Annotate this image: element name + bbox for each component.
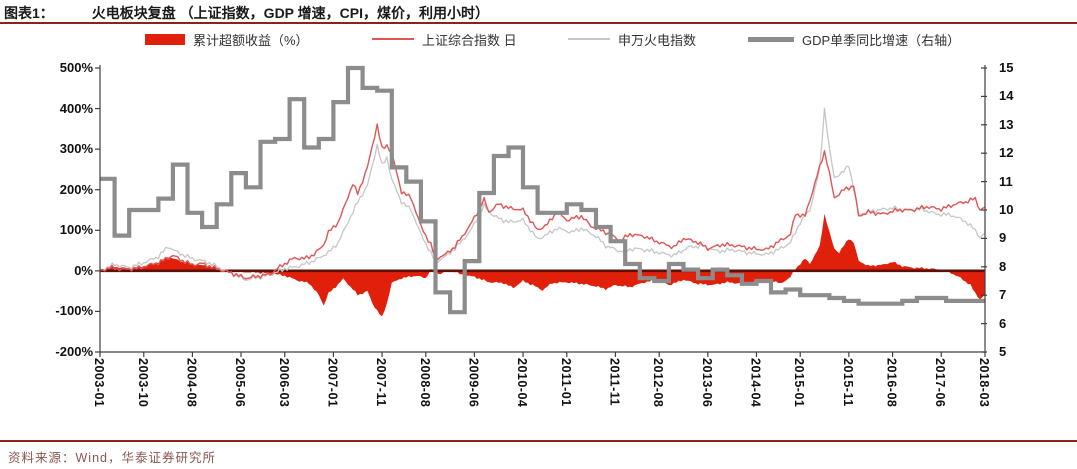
thermal-line-swatch-icon	[568, 38, 610, 40]
y-axis-label-right: 11	[999, 173, 1013, 189]
y-axis-label-right: 15	[999, 60, 1014, 75]
y-axis-label-right: 5	[999, 344, 1007, 359]
x-axis-label: 2008-08	[417, 358, 432, 408]
y-axis-label-left: -200%	[55, 344, 93, 359]
legend-label: 申万火电指数	[618, 32, 697, 48]
x-axis-label: 2003-10	[135, 358, 150, 408]
legend-item-thermal-index: 申万火电指数	[568, 30, 696, 48]
footer-rule	[0, 440, 1077, 442]
y-axis-label-left: 500%	[59, 60, 93, 75]
x-axis-label: 2016-08	[884, 358, 899, 408]
x-axis-label: 2005-06	[233, 358, 248, 408]
x-axis-label: 2004-08	[184, 358, 199, 408]
y-axis-label-left: 300%	[59, 141, 93, 157]
y-axis-label-left: 0%	[74, 262, 93, 278]
x-axis-label: 2011-11	[607, 358, 622, 406]
title-rule	[0, 22, 1077, 24]
gdp-line-swatch-icon	[748, 36, 794, 42]
y-axis-label-right: 8	[999, 258, 1007, 274]
x-axis-label: 2010-04	[515, 358, 530, 408]
sse-line-swatch-icon	[372, 38, 414, 40]
y-axis-label-left: 100%	[59, 222, 93, 238]
x-axis-label: 2017-06	[933, 358, 948, 408]
excess-return-swatch-icon	[145, 33, 185, 45]
x-axis-label: 2003-01	[92, 358, 106, 408]
y-axis-label-right: 7	[999, 287, 1007, 303]
chart-title: 火电板块复盘 （上证指数，GDP 增速，CPI，煤价，利用小时）	[91, 5, 489, 21]
x-axis-label: 2015-11	[840, 358, 855, 407]
figure-label: 图表1：	[4, 5, 54, 21]
y-axis-label-left: 200%	[59, 181, 93, 197]
x-axis-label: 2007-11	[374, 358, 389, 407]
source-note: 资料来源：Wind，华泰证券研究所	[8, 451, 216, 465]
figure-header: 图表1： 火电板块复盘 （上证指数，GDP 增速，CPI，煤价，利用小时）	[4, 3, 489, 23]
x-axis-label: 2011-01	[558, 358, 573, 407]
x-axis-label: 2018-03	[977, 358, 991, 408]
y-axis-label-right: 13	[999, 116, 1014, 132]
x-axis-label: 2014-04	[748, 358, 763, 408]
x-axis-label: 2015-01	[792, 358, 807, 408]
legend-label: 上证综合指数 日	[422, 32, 517, 48]
legend-item-sse-index: 上证综合指数 日	[372, 30, 517, 48]
legend-item-gdp-growth: GDP单季同比增速（右轴）	[748, 30, 960, 48]
legend-label: GDP单季同比增速（右轴）	[802, 32, 961, 48]
x-axis-label: 2012-08	[651, 358, 666, 408]
y-axis-label-left: -100%	[55, 303, 93, 319]
legend-item-excess-return: 累计超额收益（%）	[145, 30, 309, 48]
x-axis-label: 2006-03	[276, 358, 291, 408]
y-axis-label-right: 14	[999, 88, 1014, 104]
y-axis-label-right: 12	[999, 145, 1014, 161]
y-axis-label-right: 10	[999, 202, 1014, 217]
legend-label: 累计超额收益（%）	[193, 32, 309, 48]
y-axis-label-right: 6	[999, 315, 1007, 331]
y-axis-label-right: 9	[999, 230, 1007, 246]
x-axis-label: 2007-01	[325, 358, 340, 408]
y-axis-label-left: 400%	[59, 100, 93, 116]
x-axis-label: 2013-06	[699, 358, 714, 408]
x-axis-label: 2009-06	[466, 358, 481, 408]
